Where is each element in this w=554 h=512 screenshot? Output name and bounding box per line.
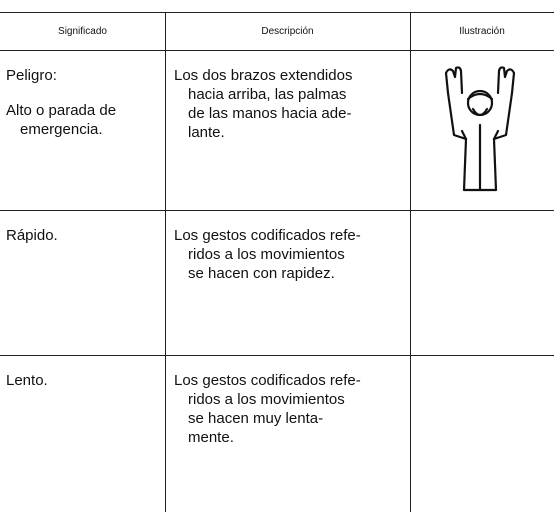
column-header: Ilustración [459, 25, 505, 37]
rule [0, 50, 554, 51]
description-line: ridos a los movimientos [188, 391, 345, 408]
rule [0, 210, 554, 211]
description-line: mente. [188, 429, 234, 446]
meaning-line: Alto o parada de [6, 102, 117, 119]
description-cell: Los dos brazos extendidos hacia arriba, l… [174, 66, 404, 142]
rule [0, 12, 554, 13]
description-line: ridos a los movimientos [188, 246, 345, 263]
description-cell: Los gestos codificados refe-ridos a los … [174, 226, 404, 283]
description-line: se hacen muy lenta- [188, 410, 324, 427]
rule [410, 12, 411, 512]
illustration [444, 66, 516, 192]
rule [0, 355, 554, 356]
meaning-cell: Lento. [6, 371, 162, 390]
meaning-line: Lento. [6, 372, 48, 389]
meaning-line: Rápido. [6, 227, 58, 244]
description-line: Los dos brazos extendidos [174, 67, 353, 84]
meaning-line: Peligro: [6, 67, 57, 84]
meaning-cell: Rápido. [6, 226, 162, 245]
meaning-cell: Peligro: Alto o parada de emergencia. [6, 66, 162, 139]
description-line: Los gestos codificados refe- [174, 372, 361, 389]
rule [165, 12, 166, 512]
description-line: hacia arriba, las palmas [188, 86, 347, 103]
description-cell: Los gestos codificados refe-ridos a los … [174, 371, 404, 447]
meaning-line: emergencia. [20, 121, 103, 138]
description-line: se hacen con rapidez. [188, 265, 335, 282]
column-header: Significado [58, 25, 107, 37]
description-line: lante. [188, 124, 225, 141]
description-line: de las manos hacia ade- [188, 105, 352, 122]
description-line: Los gestos codificados refe- [174, 227, 361, 244]
column-header: Descripción [261, 25, 314, 37]
